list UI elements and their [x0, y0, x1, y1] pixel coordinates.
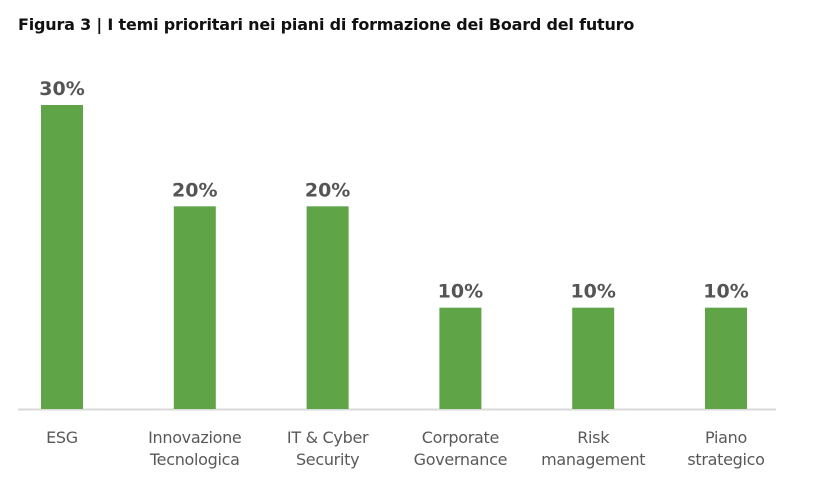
- category-label-line: Risk: [577, 428, 610, 447]
- bar: [439, 307, 482, 409]
- data-label: 10%: [438, 281, 483, 303]
- bar: [41, 105, 83, 409]
- category-label-line: Innovazione: [148, 428, 242, 447]
- category-label-line: strategico: [687, 450, 765, 469]
- chart-title: Figura 3 | I temi prioritari nei piani d…: [18, 15, 635, 34]
- data-label: 30%: [39, 78, 84, 100]
- category-label: IT & Cyber Security: [258, 427, 398, 471]
- data-label: 10%: [570, 281, 615, 303]
- category-label: Corporate Governance: [390, 427, 530, 471]
- data-label: 10%: [703, 281, 748, 303]
- category-label-line: Governance: [413, 450, 508, 469]
- data-label: 20%: [172, 179, 217, 201]
- category-label-line: Corporate: [421, 428, 500, 447]
- bar: [705, 307, 747, 409]
- category-label-line: IT & Cyber: [286, 428, 369, 447]
- category-label: Piano strategico: [656, 427, 796, 471]
- category-label-line: Piano: [705, 428, 747, 447]
- bar: [306, 206, 349, 409]
- data-label: 20%: [305, 179, 350, 201]
- bar: [572, 307, 615, 409]
- category-label-line: management: [541, 450, 646, 469]
- category-label: Risk management: [523, 427, 663, 471]
- bar: [173, 206, 216, 409]
- category-label-line: Security: [295, 450, 360, 469]
- category-label: ESG: [0, 427, 132, 449]
- category-label-line: ESG: [46, 428, 78, 447]
- category-label: Innovazione Tecnologica: [125, 427, 265, 471]
- category-label-line: Tecnologica: [149, 450, 240, 469]
